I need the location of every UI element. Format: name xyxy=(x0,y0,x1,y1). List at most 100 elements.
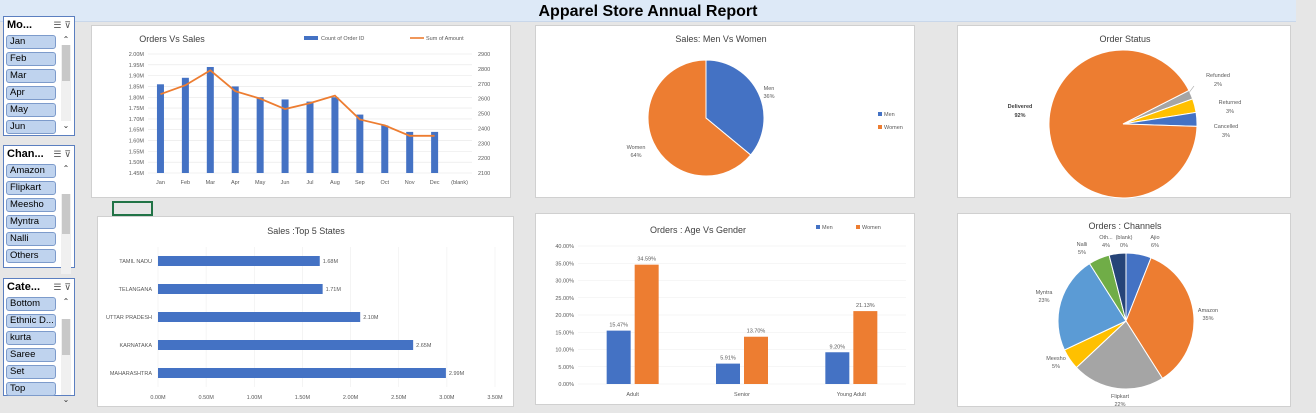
slicer-item-bottom[interactable]: Bottom xyxy=(6,297,56,311)
y-tick-label: 25.00% xyxy=(555,296,574,302)
slicer-scrollbar[interactable]: ⌃ ⌄ xyxy=(61,35,71,131)
scroll-up-icon[interactable]: ⌃ xyxy=(62,164,70,173)
data-label-name: Flipkart xyxy=(1111,394,1130,400)
order-status-chart[interactable]: Order Status Delivered 92% Refunded 2% Return… xyxy=(957,25,1291,199)
legend-label-orders: Count of Order ID xyxy=(321,36,364,42)
x-tick-label: May xyxy=(255,180,266,186)
data-label: 21.13% xyxy=(856,303,875,309)
data-label-value: 92% xyxy=(1014,113,1025,119)
data-label-name: Oth... xyxy=(1099,235,1113,241)
y-left-tick-label: 1.45M xyxy=(129,171,145,177)
slicer-item-feb[interactable]: Feb xyxy=(6,52,56,66)
y-left-tick-label: 2.00M xyxy=(129,52,145,58)
slicer-title: Mo... xyxy=(7,19,33,31)
slicer-item-nalli[interactable]: Nalli xyxy=(6,232,56,246)
slicer-item-apr[interactable]: Apr xyxy=(6,86,56,100)
slicer-title: Cate... xyxy=(7,281,41,293)
line-sum-of-amount xyxy=(160,69,435,137)
bar-orders xyxy=(306,101,314,173)
month-slicer[interactable]: Mo... ☰ ⊽ Jan Feb Mar Apr May Jun ⌃ ⌄ xyxy=(3,16,75,136)
slicer-item-jun[interactable]: Jun xyxy=(6,120,56,134)
data-label-value: 3% xyxy=(1222,133,1230,139)
slicer-item-meesho[interactable]: Meesho xyxy=(6,198,56,212)
x-tick-label: 1.50M xyxy=(295,395,311,401)
bar-state xyxy=(158,256,320,266)
slicer-item-may[interactable]: May xyxy=(6,103,56,117)
slicer-item-others[interactable]: Others xyxy=(6,249,56,263)
slice-delivered xyxy=(1048,49,1198,199)
data-label-name: Men xyxy=(764,86,775,92)
orders-vs-sales-chart[interactable]: Orders Vs Sales Count of Order ID Sum of A… xyxy=(91,25,511,198)
x-tick-label: Oct xyxy=(380,180,389,186)
slicer-item-amazon[interactable]: Amazon xyxy=(6,164,56,178)
x-tick-label: Adult xyxy=(626,392,639,398)
channel-slicer[interactable]: Chan... ☰ ⊽ Amazon Flipkart Meesho Myntr… xyxy=(3,145,75,283)
orders-age-vs-gender-chart[interactable]: Orders : Age Vs Gender Men Women 0.00% 5.00%… xyxy=(535,213,915,405)
data-label-name: Nalli xyxy=(1077,242,1088,248)
y-tick-label: TAMIL NADU xyxy=(119,259,152,265)
x-tick-label: Jul xyxy=(306,180,313,186)
bar-orders xyxy=(156,84,164,173)
slicer-item-mar[interactable]: Mar xyxy=(6,69,56,83)
chart-title: Sales :Top 5 States xyxy=(267,226,345,236)
slicer-item-saree[interactable]: Saree xyxy=(6,348,56,362)
data-label-name: Cancelled xyxy=(1214,124,1238,130)
multi-select-icon[interactable]: ☰ xyxy=(53,148,62,159)
multi-select-icon[interactable]: ☰ xyxy=(53,281,62,292)
data-label-value: 5% xyxy=(1078,250,1086,256)
y-tick-label: 30.00% xyxy=(555,279,574,285)
data-label: 2.10M xyxy=(363,315,379,321)
slicer-item-myntra[interactable]: Myntra xyxy=(6,215,56,229)
sales-top-5-states-chart[interactable]: Sales :Top 5 States 0.00M 0.50M 1.00M 1.50M 2… xyxy=(97,216,514,407)
scroll-down-icon[interactable]: ⌄ xyxy=(62,121,70,130)
x-tick-label: Senior xyxy=(734,392,750,398)
slicer-scrollbar[interactable]: ⌃ ⌄ xyxy=(61,164,71,284)
leader-line xyxy=(1187,85,1195,95)
data-label-name: Myntra xyxy=(1036,290,1054,296)
bar-men xyxy=(606,330,631,384)
x-tick-label: Sep xyxy=(355,180,365,186)
slicer-item-kurta[interactable]: kurta xyxy=(6,331,56,345)
data-label-name: Delivered xyxy=(1008,104,1033,110)
y-tick-label: 35.00% xyxy=(555,261,574,267)
legend-label-men: Men xyxy=(822,225,833,231)
y-left-tick-label: 1.95M xyxy=(129,63,145,69)
selected-cell[interactable] xyxy=(112,201,153,216)
y-tick-label: 0.00% xyxy=(558,382,574,388)
sales-men-vs-women-chart[interactable]: Sales: Men Vs Women Men 36% Women 64% Men Wome… xyxy=(535,25,915,198)
legend-swatch-women xyxy=(856,225,860,229)
slicer-item-jan[interactable]: Jan xyxy=(6,35,56,49)
clear-filter-icon[interactable]: ⊽ xyxy=(64,281,71,292)
slicer-item-flipkart[interactable]: Flipkart xyxy=(6,181,56,195)
chart-title: Sales: Men Vs Women xyxy=(675,34,766,44)
data-label: 15.47% xyxy=(609,323,628,329)
scroll-down-icon[interactable]: ⌄ xyxy=(62,395,70,404)
data-label-value: 6% xyxy=(1151,243,1159,249)
y-right-tick-label: 2200 xyxy=(478,156,490,162)
data-label-name: Women xyxy=(627,145,646,151)
orders-channels-chart[interactable]: Orders : Channels Ajio 6% Amazon 35% Flipkart… xyxy=(957,213,1291,408)
multi-select-icon[interactable]: ☰ xyxy=(53,19,62,30)
y-left-tick-label: 1.90M xyxy=(129,74,145,80)
bar-men xyxy=(825,352,850,384)
slicer-item-set[interactable]: Set xyxy=(6,365,56,379)
legend-label-amount: Sum of Amount xyxy=(426,36,464,42)
y-left-tick-label: 1.50M xyxy=(129,160,145,166)
scroll-up-icon[interactable]: ⌃ xyxy=(62,297,70,306)
x-tick-label: Young Adult xyxy=(837,392,867,398)
legend-swatch-orders xyxy=(304,36,318,40)
clear-filter-icon[interactable]: ⊽ xyxy=(64,19,71,30)
bar-orders xyxy=(381,125,389,173)
slicer-item-ethnic-dress[interactable]: Ethnic D... xyxy=(6,314,56,328)
category-slicer[interactable]: Cate... ☰ ⊽ Bottom Ethnic D... kurta Sar… xyxy=(3,278,75,404)
slicer-header: Mo... ☰ ⊽ xyxy=(4,17,74,33)
slicer-item-top[interactable]: Top xyxy=(6,382,56,396)
bar-orders xyxy=(206,66,214,173)
clear-filter-icon[interactable]: ⊽ xyxy=(64,148,71,159)
y-tick-label: 20.00% xyxy=(555,313,574,319)
data-label: 34.59% xyxy=(637,257,656,263)
scroll-up-icon[interactable]: ⌃ xyxy=(62,35,70,44)
x-tick-label: Dec xyxy=(430,180,440,186)
slicer-scrollbar[interactable]: ⌃ ⌄ xyxy=(61,297,71,405)
slice-myntra xyxy=(1057,262,1127,351)
